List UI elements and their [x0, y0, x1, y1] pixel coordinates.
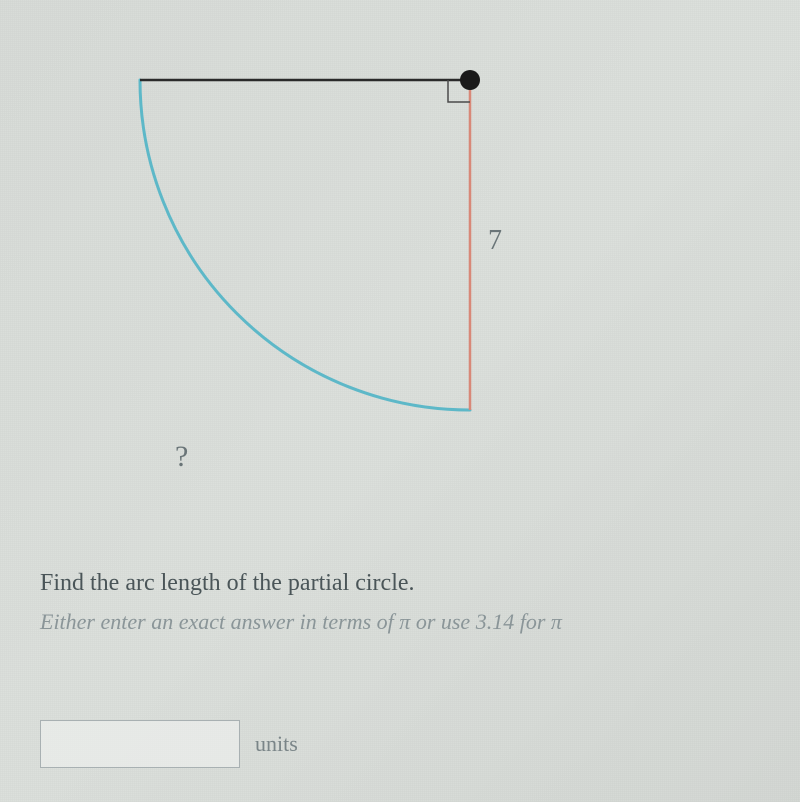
sub-instruction-text: Either enter an exact answer in terms of…	[40, 609, 760, 635]
geometry-diagram: 7 ?	[100, 50, 550, 500]
pi-symbol-1: π	[399, 609, 410, 634]
instruction-suffix: for	[514, 609, 551, 634]
center-point	[460, 70, 480, 90]
question-block: Find the arc length of the partial circl…	[40, 570, 760, 635]
radius-label: 7	[488, 225, 502, 257]
instruction-prefix: Either enter an exact answer in terms of	[40, 609, 399, 634]
pi-value: 3.14	[476, 609, 515, 634]
answer-area: units	[40, 720, 298, 768]
main-question-text: Find the arc length of the partial circl…	[40, 570, 760, 597]
arc-diagram-svg	[100, 50, 550, 500]
arc-path	[140, 80, 470, 410]
pi-symbol-2: π	[551, 609, 562, 634]
instruction-mid: or use	[410, 609, 475, 634]
unknown-arc-label: ?	[175, 440, 188, 474]
answer-input[interactable]	[40, 720, 240, 768]
units-label: units	[255, 731, 298, 757]
